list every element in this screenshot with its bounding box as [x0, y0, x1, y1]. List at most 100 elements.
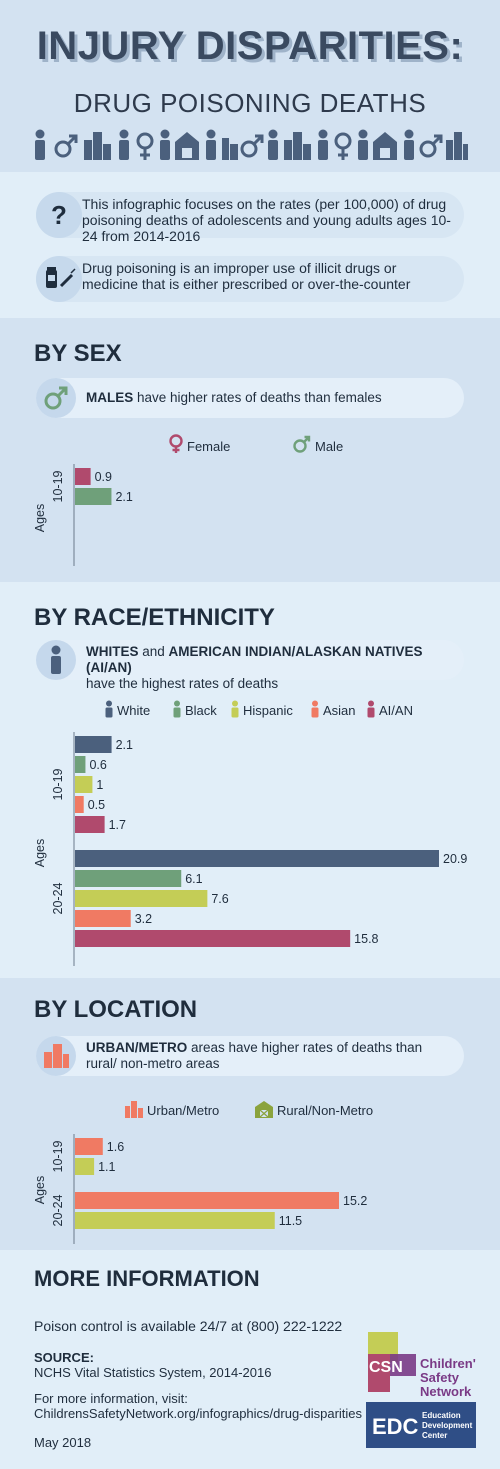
callout-rest: have the highest rates of deaths	[86, 676, 279, 691]
visit-url: ChildrensSafetyNetwork.org/infographics/…	[34, 1406, 363, 1421]
poison-control-text: Poison control is available 24/7 at (800…	[34, 1318, 343, 1334]
category-label-10-19: 10-19	[51, 768, 65, 800]
by-race-callout-text: WHITES and AMERICAN INDIAN/ALASKAN NATIV…	[86, 644, 454, 692]
edc-name-line-2: Development	[422, 1421, 473, 1430]
bar-asian-20-24	[75, 910, 131, 927]
decorative-icon-row	[35, 129, 468, 160]
data-label-white-20-24: 20.9	[443, 852, 467, 866]
by-race-chart: 10-19 2.1 0.6 1 0.5 1.7 20-24 20.9 6.1 7.6 3.2 15.8…	[33, 732, 467, 966]
person-icon	[358, 129, 368, 160]
barn-icon	[373, 132, 397, 160]
by-race-callout: WHITES and AMERICAN INDIAN/ALASKAN NATIV…	[36, 640, 464, 691]
data-label-rural-non-metro-10-19: 1.1	[98, 1160, 115, 1174]
intro-note-definition-text: Drug poisoning is an improper use of ill…	[82, 260, 411, 292]
by-sex-callout-text: MALES have higher rates of deaths than f…	[86, 390, 454, 406]
person-icon	[268, 129, 278, 160]
female-symbol-icon	[334, 132, 352, 160]
person-icon	[206, 129, 216, 160]
by-race-section: BY RACE/ETHNICITY WHITES and AMERICAN IN…	[0, 582, 500, 978]
page-subtitle: DRUG POISONING DEATHS	[73, 88, 427, 118]
category-label-20-24: 20-24	[51, 882, 65, 914]
question-mark: ?	[51, 200, 67, 230]
callout-bold-1: WHITES	[86, 644, 139, 659]
legend-female-label: Female	[187, 439, 231, 454]
axis-title-ages: Ages	[33, 1176, 47, 1205]
axis-title-ages: Ages	[33, 839, 47, 868]
data-label-black-10-19: 0.6	[89, 758, 106, 772]
visit-label: For more information, visit:	[34, 1391, 188, 1406]
data-label-urban-metro-20-24: 15.2	[343, 1194, 367, 1208]
legend-rural-label: Rural/Non-Metro	[277, 1103, 374, 1118]
female-symbol-icon	[136, 132, 154, 160]
person-icon	[105, 700, 113, 718]
bar-urban-metro-20-24	[75, 1192, 339, 1209]
data-label-urban-metro-10-19: 1.6	[107, 1140, 124, 1154]
source-label-text: SOURCE:	[34, 1350, 94, 1365]
male-symbol-icon	[240, 134, 264, 158]
buildings-icon	[125, 1101, 143, 1118]
more-information-title: MORE INFORMATION	[34, 1266, 260, 1291]
data-label-asian-10-19: 0.5	[88, 798, 105, 812]
source-text: NCHS Vital Statistics System, 2014-2016	[34, 1365, 272, 1380]
bar-male-10-19	[75, 488, 112, 505]
male-symbol-icon	[36, 378, 76, 418]
legend-black-label: Black	[185, 703, 217, 718]
callout-bold: URBAN/METRO	[86, 1040, 188, 1055]
callout-rest: areas have higher rates of deaths than r…	[86, 1040, 423, 1071]
legend-male-label: Male	[315, 439, 344, 454]
edc-name-line-3: Center	[422, 1431, 447, 1440]
question-icon: ?	[36, 192, 82, 238]
bar-white-20-24	[75, 850, 439, 867]
callout-bold: MALES	[86, 390, 134, 405]
legend-female: Female	[168, 434, 230, 454]
by-sex-callout: MALES have higher rates of deaths than f…	[36, 378, 464, 418]
publication-date: May 2018	[34, 1435, 92, 1450]
bar-female-10-19	[75, 468, 91, 485]
barn-icon	[175, 132, 199, 160]
by-location-callout-text: URBAN/METRO areas have higher rates of d…	[86, 1040, 454, 1072]
person-icon	[311, 700, 319, 718]
buildings-icon	[222, 138, 238, 160]
data-label-black-20-24: 6.1	[185, 872, 202, 886]
csn-abbr: CSN	[369, 1359, 403, 1376]
person-icon	[404, 129, 414, 160]
category-label-10-19: 10-19	[51, 1140, 65, 1172]
by-sex-chart: 10-190.92.120-247.821.2Ages	[33, 464, 133, 566]
person-icon	[318, 129, 328, 160]
person-icon	[367, 700, 375, 718]
bar-ai-an-10-19	[75, 816, 105, 833]
bar-hispanic-20-24	[75, 890, 208, 907]
source-label: SOURCE:	[34, 1350, 94, 1365]
more-information-section: MORE INFORMATION Poison control is avail…	[0, 1250, 500, 1469]
intro-note-scope: ? This infographic focuses on the rates …	[36, 192, 464, 244]
person-icon	[36, 640, 76, 680]
bar-white-10-19	[75, 736, 112, 753]
legend-male: Male	[292, 434, 343, 454]
bar-ai-an-20-24	[75, 930, 351, 947]
data-label-ai-an-10-19: 1.7	[109, 818, 126, 832]
category-label-20-24: 20-24	[51, 1194, 65, 1226]
person-icon	[119, 129, 129, 160]
female-symbol-icon	[169, 434, 183, 453]
data-label-male-10-19: 2.1	[115, 490, 132, 504]
legend-urban: Urban/Metro	[124, 1100, 219, 1118]
barn-icon	[255, 1101, 273, 1118]
bar-black-20-24	[75, 870, 182, 887]
by-location-section: BY LOCATION URBAN/METRO areas have highe…	[0, 978, 500, 1250]
person-icon	[231, 700, 239, 718]
legend-asian-label: Asian	[323, 703, 356, 718]
data-label-asian-20-24: 3.2	[135, 912, 152, 926]
data-label-rural-non-metro-20-24: 11.5	[279, 1214, 302, 1228]
csn-name-line-3: Network	[420, 1384, 472, 1399]
data-label-hispanic-10-19: 1	[96, 778, 103, 792]
bar-rural-non-metro-10-19	[75, 1158, 95, 1175]
intro-section: ? This infographic focuses on the rates …	[0, 172, 500, 318]
legend-urban-label: Urban/Metro	[147, 1103, 220, 1118]
by-location-chart: 10-19 1.6 1.1 20-24 15.2 11.5 Ages	[33, 1134, 367, 1244]
intro-note-definition: Drug poisoning is an improper use of ill…	[36, 256, 464, 302]
bar-asian-10-19	[75, 796, 84, 813]
person-icon	[160, 129, 170, 160]
data-label-ai-an-20-24: 15.8	[354, 932, 378, 946]
medicine-syringe-icon	[36, 256, 82, 302]
bar-black-10-19	[75, 756, 86, 773]
